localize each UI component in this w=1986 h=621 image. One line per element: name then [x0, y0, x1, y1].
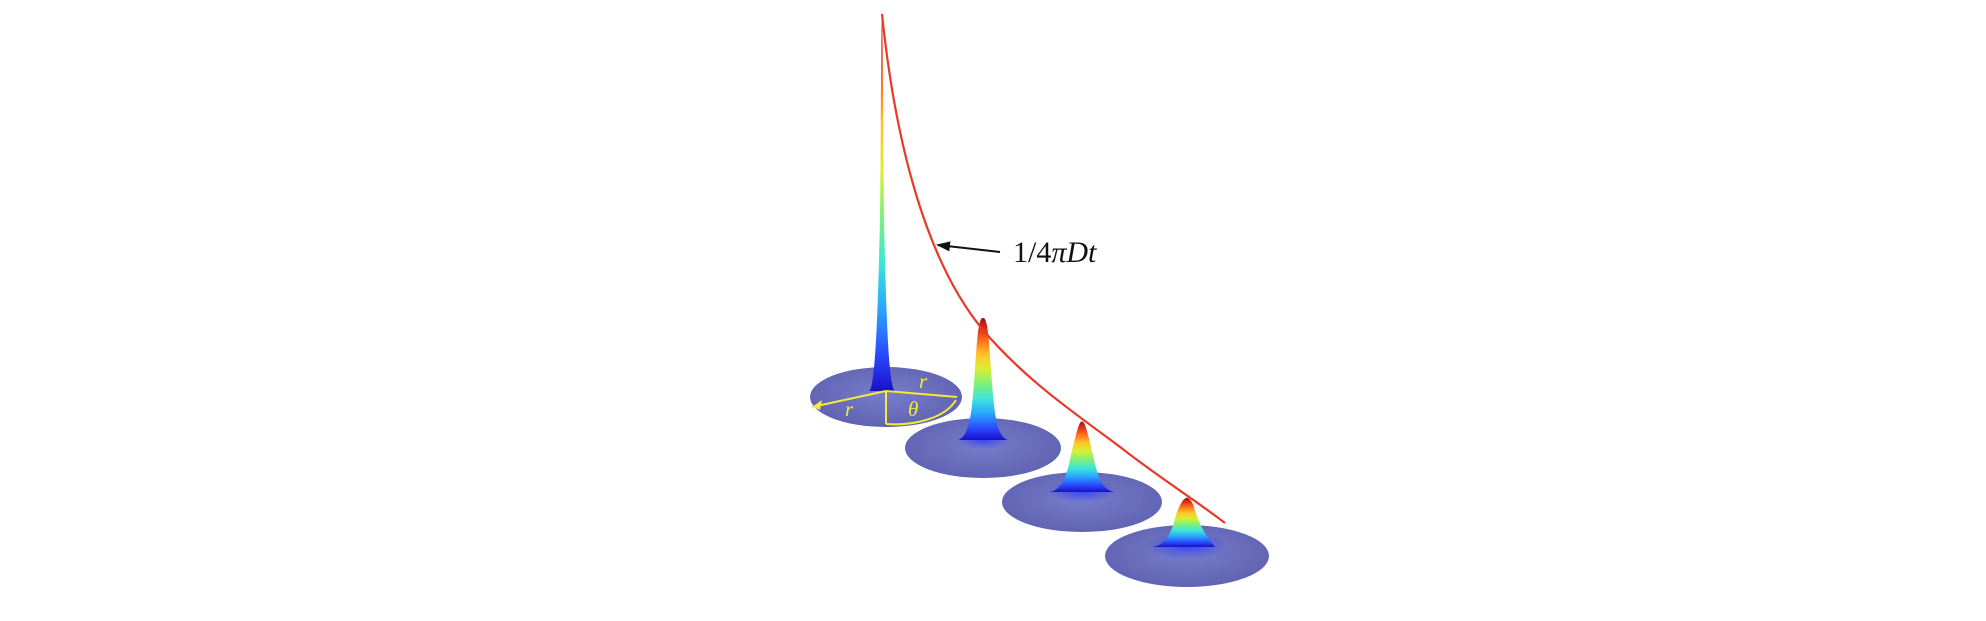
- envelope-label-D: D: [1065, 236, 1088, 269]
- envelope-curve: [880, 13, 1226, 524]
- label-arrow: [936, 241, 1001, 253]
- polar-label-r2: r: [919, 369, 928, 393]
- polar-annotation: [811, 390, 958, 426]
- peak-4: [1153, 497, 1215, 547]
- polar-label-r1: r: [845, 397, 854, 421]
- peak-1: [869, 12, 895, 391]
- radius-line-2: [885, 390, 958, 398]
- envelope-label-pi: π: [1051, 236, 1067, 269]
- peak-2: [958, 318, 1008, 440]
- envelope-label-prefix: 1/4: [1013, 236, 1051, 269]
- radius-1-arrowhead: [812, 400, 822, 410]
- envelope-label-t: t: [1088, 236, 1097, 269]
- polar-label-theta: θ: [908, 397, 918, 421]
- peak-3: [1050, 421, 1114, 492]
- envelope-label: 1/4πDt: [1013, 236, 1097, 269]
- angle-arc: [885, 399, 957, 426]
- radius-line-1: [811, 390, 887, 408]
